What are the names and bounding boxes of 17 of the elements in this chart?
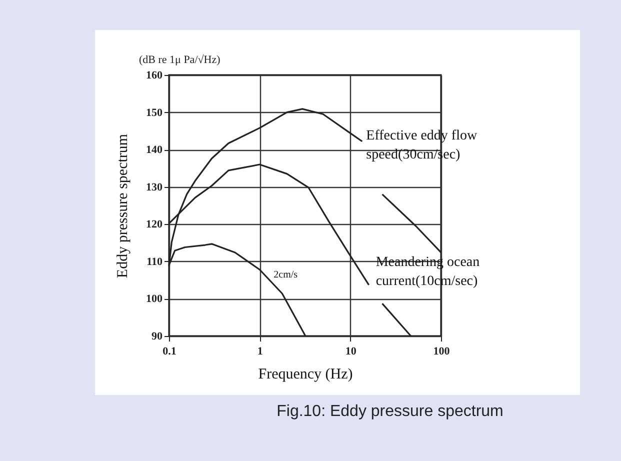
x-tick-label: 10 — [345, 346, 357, 358]
y-axis-title: Eddy pressure spectrum — [115, 134, 131, 278]
x-axis-title: Frequency (Hz) — [258, 366, 353, 382]
text: Fig.10: Eddy pressure spectrum — [276, 403, 504, 421]
y-tick-label: 100 — [146, 293, 163, 306]
y-tick-label: 150 — [146, 106, 163, 119]
y-tick-label: 120 — [146, 218, 163, 231]
y-tick-label: 130 — [146, 181, 163, 194]
y-tick-label: 110 — [146, 256, 163, 268]
x-tick-label: 1 — [257, 346, 263, 358]
x-tick-label: 100 — [433, 346, 450, 358]
y-tick-label: 90 — [152, 330, 163, 342]
x-tick-label: 0.1 — [162, 346, 176, 358]
y-tick-label: 140 — [146, 144, 163, 156]
text: (dB re 1μ Pa/√Hz) — [139, 54, 221, 66]
y-tick-label: 160 — [146, 70, 163, 82]
series-label: 2cm/s — [274, 270, 298, 281]
